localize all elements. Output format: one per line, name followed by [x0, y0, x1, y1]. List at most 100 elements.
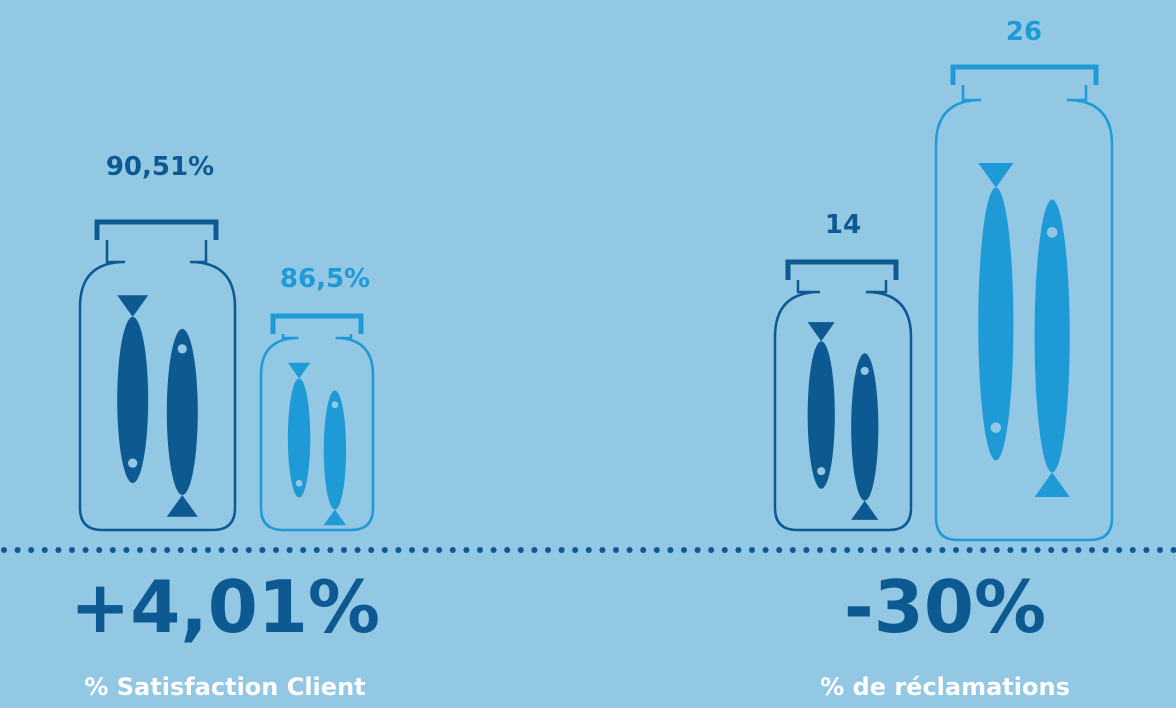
dot [708, 547, 715, 553]
fish [807, 341, 835, 489]
dot [1102, 547, 1109, 553]
jar [934, 64, 1114, 542]
dot [273, 547, 279, 553]
dot [1157, 547, 1163, 553]
dot [789, 547, 796, 553]
dot [300, 547, 307, 553]
caption: % Satisfaction Client [84, 673, 365, 701]
dot [871, 547, 878, 553]
fish [851, 353, 879, 501]
dot [96, 547, 103, 553]
dot [667, 547, 674, 553]
jar-body [934, 85, 1114, 542]
dot [749, 547, 755, 553]
caption: % de réclamations [820, 673, 1070, 701]
dot [341, 547, 347, 553]
dot [640, 547, 647, 553]
dot [28, 547, 35, 553]
dot [82, 547, 89, 553]
dot [1170, 547, 1176, 553]
dot [531, 547, 538, 553]
dot [1129, 547, 1136, 553]
jar-lid [785, 259, 899, 280]
fish [117, 316, 149, 484]
dot [844, 547, 851, 553]
dot [1061, 547, 1068, 553]
dot [953, 547, 959, 553]
dot [653, 547, 660, 553]
dot [803, 547, 810, 553]
dot [409, 547, 415, 553]
jar-body [259, 334, 375, 532]
dot [830, 547, 837, 553]
fish-eye [817, 466, 826, 476]
dot [463, 547, 470, 553]
dot [395, 547, 402, 553]
dot [422, 547, 429, 553]
dot [55, 547, 62, 553]
dot [1034, 547, 1041, 553]
dot [885, 547, 891, 553]
dot [1007, 547, 1014, 553]
jar-lid [94, 219, 219, 240]
dot [150, 547, 157, 553]
dot [123, 547, 130, 553]
dot [735, 547, 742, 553]
dot [1116, 547, 1123, 553]
dot [449, 547, 456, 553]
fish-tail [287, 362, 311, 379]
dot [558, 547, 565, 553]
dot [137, 547, 143, 553]
dot [993, 547, 1000, 553]
dot [14, 547, 21, 553]
dot [939, 547, 946, 553]
fish-tail [978, 162, 1014, 188]
dot [599, 547, 606, 553]
dot [1075, 547, 1082, 553]
dot [490, 547, 497, 553]
fish [323, 390, 347, 510]
dot [504, 547, 511, 553]
jar [259, 313, 375, 532]
dot [762, 547, 769, 553]
fish-tail [166, 495, 198, 517]
jar-label: 26 [1006, 17, 1042, 47]
fish-tail [117, 295, 149, 317]
fish-tail [807, 322, 835, 342]
jar-label: 86,5% [280, 264, 370, 294]
jar-label: 14 [825, 210, 861, 240]
dot [925, 547, 932, 553]
fish-tail [851, 500, 879, 520]
change-value: +4,01% [70, 565, 380, 649]
dot [517, 547, 524, 553]
jar-label: 90,51% [106, 152, 214, 182]
dot [898, 547, 905, 553]
fish-eye [860, 366, 869, 376]
dot [218, 547, 225, 553]
dot [721, 547, 728, 553]
dot [164, 547, 171, 553]
dot [857, 547, 864, 553]
dot [1143, 547, 1150, 553]
dot [313, 547, 320, 553]
dot [286, 547, 293, 553]
dot [694, 547, 701, 553]
dot [776, 547, 783, 553]
fish [1034, 199, 1070, 473]
jar-body [773, 280, 913, 532]
jar-lid [270, 313, 364, 334]
fish-tail [1034, 472, 1070, 498]
jar-lid [950, 64, 1099, 85]
dot [681, 547, 687, 553]
dot [1, 547, 7, 553]
change-value: -30% [844, 565, 1046, 649]
fish-eye [128, 458, 138, 468]
jars [78, 64, 1114, 542]
dot [613, 547, 619, 553]
dot [585, 547, 592, 553]
dot [191, 547, 198, 553]
fish-eye [331, 401, 339, 409]
dot [368, 547, 375, 553]
dot [572, 547, 579, 553]
dot [354, 547, 361, 553]
